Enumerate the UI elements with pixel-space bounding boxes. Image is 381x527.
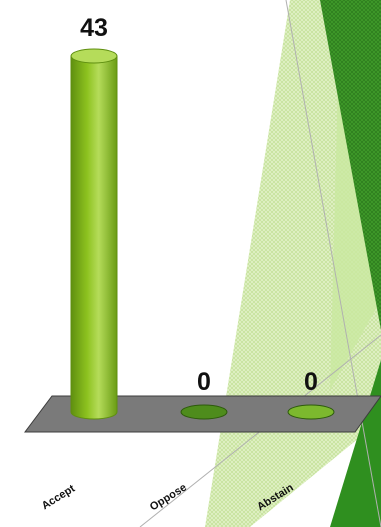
category-label-oppose: Oppose [148,482,189,514]
decor-line-1 [285,0,381,527]
bar-accept [70,55,118,420]
background-decoration [139,0,381,527]
data-label-oppose: 0 [197,368,211,396]
chart-marks [70,48,335,420]
data-label-accept: 43 [80,14,108,42]
bar-oppose [180,404,228,420]
bar-top-accept [70,48,118,64]
category-label-accept: Accept [40,482,78,512]
decor-dark-wedge [320,0,381,330]
bar-abstain [287,404,335,420]
data-label-abstain: 0 [304,368,318,396]
